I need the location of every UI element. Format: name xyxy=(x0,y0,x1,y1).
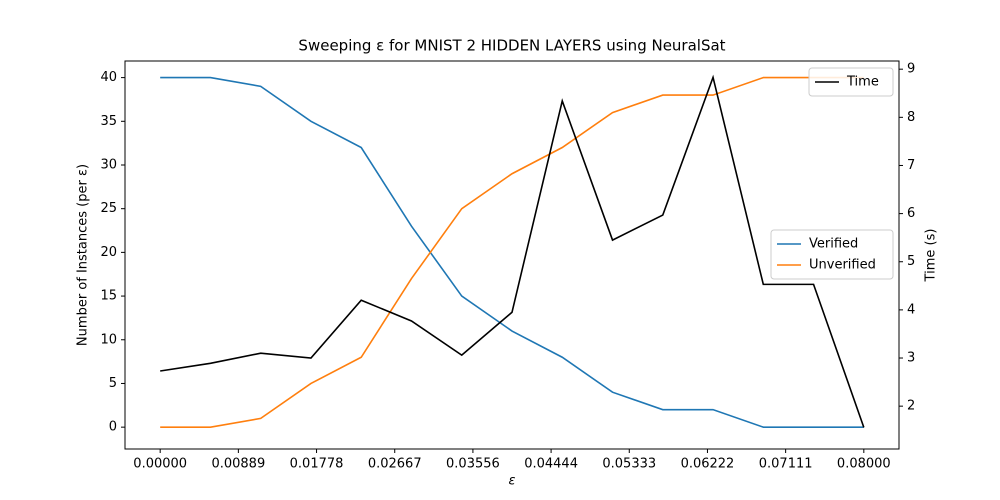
y2-tick-label: 7 xyxy=(907,158,915,173)
y-tick-label: 40 xyxy=(100,70,117,85)
y-axis-label: Number of Instances (per ε) xyxy=(76,164,91,346)
x-tick-label: 0.02667 xyxy=(368,457,422,472)
y2-axis-label: Time (s) xyxy=(924,229,939,283)
legend-box xyxy=(808,67,894,97)
y-tick-label: 5 xyxy=(109,376,117,391)
x-tick-label: 0.03556 xyxy=(446,457,500,472)
y-tick-label: 10 xyxy=(100,332,117,347)
y-tick-label: 0 xyxy=(109,420,117,435)
legend-label: Time xyxy=(846,75,879,90)
y2-tick-label: 4 xyxy=(907,302,915,317)
y2-tick-label: 9 xyxy=(907,62,915,77)
series-line xyxy=(160,76,864,428)
series-line xyxy=(160,74,865,428)
y2-tick-label: 5 xyxy=(907,254,915,269)
y2-tick-label: 8 xyxy=(907,110,915,125)
y-tick-label: 15 xyxy=(100,289,117,304)
y2-tick-label: 6 xyxy=(907,206,915,221)
x-tick-label: 0.01778 xyxy=(290,457,344,472)
x-tick-label: 0.07111 xyxy=(759,457,813,472)
y-tick-label: 25 xyxy=(100,201,117,216)
legend-label: Unverified xyxy=(809,258,876,273)
y-tick-label: 20 xyxy=(100,245,117,260)
chart-title: Sweeping ε for MNIST 2 HIDDEN LAYERS usi… xyxy=(298,37,725,55)
y-tick-label: 35 xyxy=(100,114,117,129)
x-tick-label: 0.00889 xyxy=(211,457,265,472)
x-tick-label: 0.04444 xyxy=(524,457,578,472)
plot-frame xyxy=(124,60,900,450)
legend-label: Verified xyxy=(809,237,858,252)
x-axis-label: ε xyxy=(508,474,515,489)
series-line xyxy=(160,76,864,428)
y2-tick-label: 2 xyxy=(907,399,915,414)
y2-tick-label: 3 xyxy=(907,351,915,366)
x-tick-label: 0.06222 xyxy=(681,457,735,472)
y-tick-label: 30 xyxy=(100,157,117,172)
x-tick-label: 0.05333 xyxy=(602,457,656,472)
x-tick-label: 0.00000 xyxy=(133,457,187,472)
legend-box xyxy=(770,229,894,280)
x-tick-label: 0.08000 xyxy=(837,457,891,472)
